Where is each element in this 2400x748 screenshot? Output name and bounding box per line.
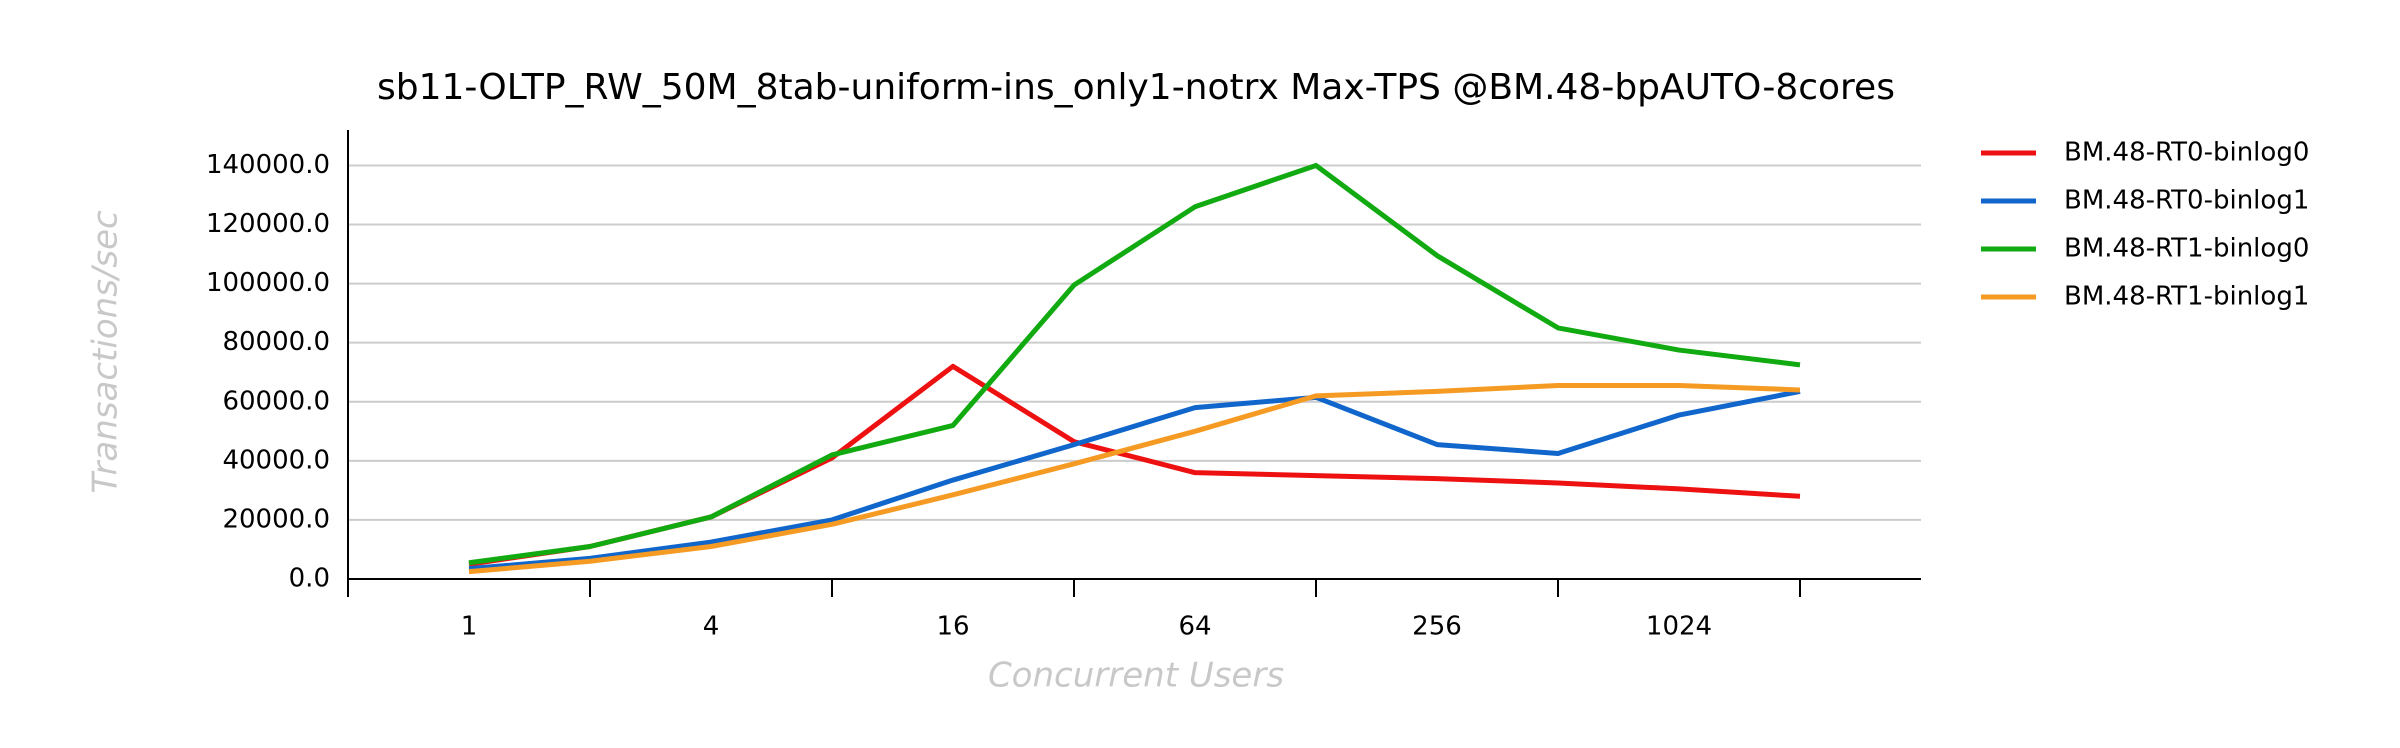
- y-tick-label: 120000.0: [206, 209, 330, 239]
- x-tick-label: 16: [936, 612, 969, 642]
- legend-label: BM.48-RT1-binlog0: [2064, 234, 2309, 264]
- x-tick-label: 4: [703, 612, 720, 642]
- series-line: [468, 388, 1801, 572]
- chart-title: sb11-OLTP_RW_50M_8tab-uniform-ins_only1-…: [377, 67, 1895, 108]
- y-tick-label: 100000.0: [206, 268, 330, 298]
- y-tick-label: 40000.0: [222, 445, 330, 475]
- legend-label: BM.48-RT0-binlog1: [2064, 186, 2309, 216]
- x-tick-label: 1: [461, 612, 478, 642]
- y-tick-label: 20000.0: [222, 504, 330, 534]
- x-tick-label: 256: [1412, 612, 1462, 642]
- y-tick-label: 140000.0: [206, 150, 330, 180]
- x-axis-title: Concurrent Users: [988, 656, 1284, 696]
- legend-label: BM.48-RT0-binlog0: [2064, 138, 2309, 168]
- legend-label: BM.48-RT1-binlog1: [2064, 282, 2309, 312]
- series-line: [468, 363, 1801, 567]
- series-line: [468, 383, 1801, 575]
- y-tick-label: 0.0: [289, 564, 330, 594]
- series-line: [468, 162, 1801, 566]
- y-axis-title: Transactions/sec: [86, 210, 126, 494]
- x-tick-label: 64: [1178, 612, 1211, 642]
- y-tick-label: 80000.0: [222, 327, 330, 357]
- x-tick-label: 1024: [1646, 612, 1712, 642]
- y-tick-label: 60000.0: [222, 386, 330, 416]
